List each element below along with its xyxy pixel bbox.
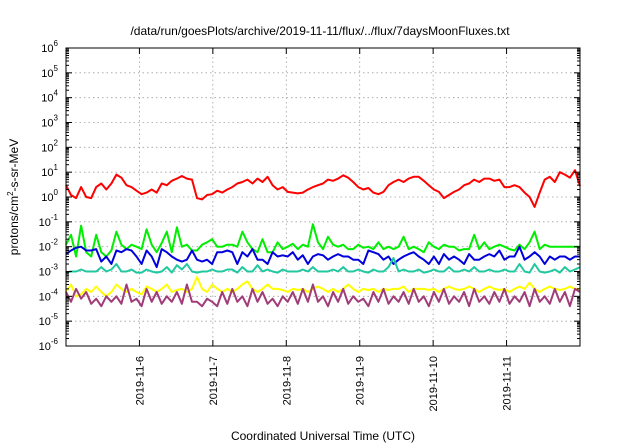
y-tick-exponent: 6 [54,39,59,48]
series-line-3 [65,245,580,269]
y-tick-exponent: 3 [54,114,59,123]
x-tick-label: 2019-11-7 [208,356,220,405]
y-tick-label: 102 [41,138,58,154]
y-tick-label: 101 [41,163,58,179]
y-tick-exponent: -5 [51,312,59,321]
y-tick-exponent: -1 [51,213,59,222]
y-axis-label-exponent: 2 [6,191,15,196]
y-tick-exponent: 2 [54,138,59,147]
grid-lines [66,48,580,346]
y-tick-exponent: -4 [51,287,59,296]
y-tick-exponent: -3 [51,263,59,272]
series-line-2 [65,223,580,258]
y-axis-label: protons/cm2-s-sr-MeV [6,139,21,255]
y-tick-base: 10 [39,291,51,303]
y-tick-exponent: 4 [54,89,59,98]
chart-title: /data/run/goesPlots/archive/2019-11-11/f… [130,24,510,38]
y-tick-label: 10-1 [39,213,59,229]
y-tick-exponent: -6 [51,337,59,346]
series-line-6 [65,283,581,308]
series-layer [65,169,581,308]
y-tick-label: 106 [41,39,58,55]
y-tick-label: 104 [41,89,58,105]
y-tick-base: 10 [41,68,53,80]
y-tick-exponent: 5 [54,64,59,73]
y-tick-exponent: 0 [54,188,59,197]
y-tick-label: 10-6 [39,337,59,353]
y-tick-label: 10-3 [39,263,59,279]
y-tick-exponent: 1 [54,163,59,172]
y-tick-base: 10 [41,142,53,154]
y-tick-label: 10-4 [39,287,59,303]
series-line-5 [65,276,580,298]
y-tick-base: 10 [41,192,53,204]
y-tick-label: 10-2 [39,238,59,254]
x-axis-ticks: 2019-11-6 2019-11-7 2019-11-8 2019-11-9 2019… [134,48,514,411]
y-axis-ticks: 10-610-510-410-310-210-11001011021031041… [39,39,580,353]
y-axis-label-part-1: protons/cm [7,196,21,255]
x-tick-label: 2019-11-6 [134,356,146,405]
y-tick-label: 105 [41,64,58,80]
y-tick-label: 100 [41,188,58,204]
y-tick-label: 103 [41,114,58,130]
y-tick-base: 10 [39,267,51,279]
y-tick-base: 10 [41,43,53,55]
y-tick-base: 10 [41,167,53,179]
y-tick-base: 10 [39,242,51,254]
x-tick-label: 2019-11-11 [502,356,514,411]
x-axis-label: Coordinated Universal Time (UTC) [231,429,415,443]
y-tick-base: 10 [39,341,51,353]
y-axis-label-part-2: -s-sr-MeV [7,139,21,192]
x-tick-label: 2019-11-10 [428,356,440,411]
series-line-4 [65,257,581,274]
y-tick-label: 10-5 [39,312,59,328]
y-tick-base: 10 [41,118,53,130]
y-tick-base: 10 [39,316,51,328]
x-tick-label: 2019-11-9 [355,356,367,405]
y-tick-base: 10 [39,217,51,229]
y-tick-base: 10 [41,93,53,105]
y-tick-exponent: -2 [51,238,59,247]
series-line-1 [65,169,581,208]
x-tick-label: 2019-11-8 [281,356,293,405]
